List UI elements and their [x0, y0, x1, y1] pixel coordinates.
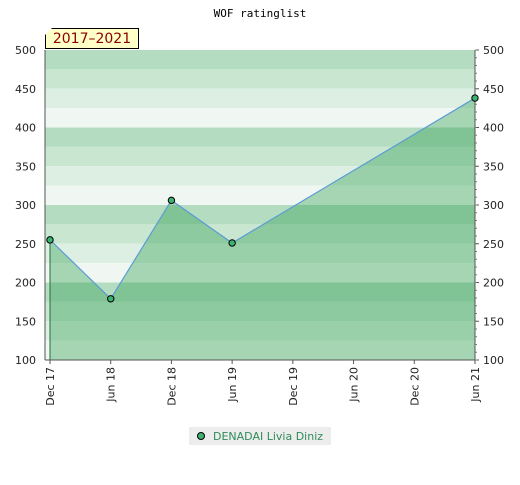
background-bands [45, 50, 475, 360]
y-tick-label-right: 450 [483, 83, 504, 96]
x-tick-label: Dec 20 [408, 367, 421, 406]
y-tick-label-left: 150 [15, 315, 36, 328]
band-rect [45, 224, 475, 244]
chart-title: WOF ratinglist [214, 7, 307, 20]
band-rect [45, 185, 475, 205]
y-tick-label-left: 250 [15, 238, 36, 251]
x-tick-label: Jun 19 [226, 367, 239, 403]
axis-layer: 100 100 150 150 200 200 250 250 300 300 350 350 400 4… [15, 44, 504, 406]
y-tick-label-left: 350 [15, 160, 36, 173]
legend-marker-icon [197, 432, 205, 440]
band-rect [45, 340, 475, 360]
band-rect [45, 321, 475, 341]
data-point [107, 295, 115, 303]
y-tick-label-right: 150 [483, 315, 504, 328]
data-point [46, 236, 54, 244]
legend[interactable]: DENADAI Livia Diniz [189, 427, 331, 445]
legend-label: DENADAI Livia Diniz [213, 429, 324, 443]
x-tick-label: Jun 18 [105, 367, 118, 403]
x-tick-label: Dec 18 [165, 367, 178, 406]
x-tick-label: Jun 21 [469, 367, 482, 403]
y-tick-label-left: 450 [15, 83, 36, 96]
band-rect [45, 146, 475, 167]
band-rect [45, 88, 475, 109]
y-tick-label-left: 200 [15, 277, 36, 290]
band-rect [45, 127, 475, 147]
band-rect [45, 263, 475, 283]
data-point [228, 239, 236, 247]
y-tick-label-right: 350 [483, 160, 504, 173]
band-rect [45, 50, 475, 70]
band-rect [45, 69, 475, 89]
period-badge: 2017–2021 [45, 28, 139, 49]
band-rect [45, 108, 475, 128]
series-area [50, 98, 475, 361]
band-rect [45, 166, 475, 186]
y-tick-label-left: 500 [15, 44, 36, 57]
data-point [471, 94, 479, 102]
points-layer [46, 94, 479, 303]
x-tick-label: Dec 19 [287, 367, 300, 406]
y-tick-label-right: 250 [483, 238, 504, 251]
y-tick-label-right: 100 [483, 354, 504, 367]
y-tick-label-left: 300 [15, 199, 36, 212]
band-rect [45, 301, 475, 322]
band-rect [45, 205, 475, 225]
y-tick-label-left: 100 [15, 354, 36, 367]
y-tick-label-right: 300 [483, 199, 504, 212]
y-tick-label-right: 200 [483, 277, 504, 290]
y-tick-label-left: 400 [15, 122, 36, 135]
band-rect [45, 243, 475, 264]
y-tick-label-right: 400 [483, 122, 504, 135]
band-rect [45, 282, 475, 302]
y-tick-label-right: 500 [483, 44, 504, 57]
x-tick-label: Jun 20 [348, 367, 361, 403]
data-point [167, 196, 176, 205]
x-tick-label: Dec 17 [44, 367, 57, 406]
